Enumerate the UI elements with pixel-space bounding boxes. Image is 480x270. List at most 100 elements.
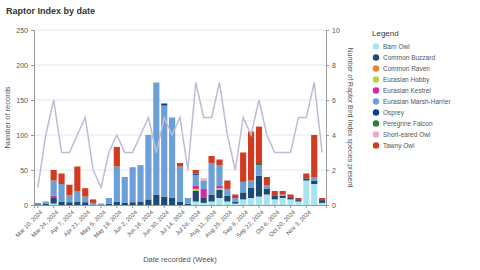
- bar: [256, 127, 262, 163]
- x-tick-mark: [290, 205, 291, 208]
- bar: [311, 181, 317, 185]
- bar: [224, 181, 230, 189]
- bar: [185, 198, 191, 199]
- legend-swatch: [373, 120, 379, 126]
- bar: [264, 185, 270, 189]
- bar: [98, 205, 104, 206]
- bar: [272, 196, 278, 200]
- y2-tick-mark: [326, 135, 329, 136]
- bar: [248, 181, 254, 188]
- legend-item: Eurasian Hobby: [373, 76, 430, 84]
- y2-tick-mark: [326, 100, 329, 101]
- y-tick: 50: [20, 167, 34, 174]
- x-axis-title: Date recorded (Week): [143, 255, 217, 264]
- bar: [201, 178, 207, 180]
- bar: [280, 196, 286, 198]
- bar: [130, 167, 136, 168]
- y2-axis-line: [327, 31, 330, 206]
- legend-label: Eurasian Hobby: [383, 76, 430, 84]
- bar: [216, 188, 222, 189]
- bar: [137, 165, 143, 166]
- bar: [248, 188, 254, 199]
- bar: [106, 198, 112, 204]
- bar: [82, 202, 88, 205]
- bar: [35, 204, 41, 205]
- bar: [161, 104, 167, 106]
- bar-series: [201, 178, 207, 180]
- y-tick-label: 250: [16, 27, 28, 34]
- bar: [43, 201, 49, 202]
- species-line: [38, 83, 322, 188]
- bar-series: [51, 181, 326, 206]
- bar: [130, 167, 136, 168]
- bar: [193, 189, 199, 191]
- bar: [43, 201, 49, 202]
- bar: [122, 177, 128, 178]
- legend-swatch: [373, 142, 379, 148]
- x-tick: Mar 24, 2024: [30, 205, 60, 238]
- bar: [137, 165, 143, 166]
- bar: [35, 202, 41, 203]
- bar: [35, 203, 41, 204]
- y2-tick: 8: [326, 62, 336, 69]
- y-tick-label: 200: [16, 62, 28, 69]
- bar: [137, 165, 143, 166]
- bar: [280, 198, 286, 205]
- bar: [232, 204, 238, 205]
- bar: [43, 202, 49, 204]
- bar: [106, 198, 112, 199]
- y2-tick-mark: [326, 30, 329, 31]
- x-tick-mark: [274, 205, 275, 208]
- bar: [272, 191, 278, 196]
- bar: [193, 185, 199, 189]
- bar: [106, 205, 112, 206]
- bar: [303, 174, 309, 179]
- bar: [98, 203, 104, 204]
- bar: [280, 195, 286, 196]
- bar: [153, 82, 159, 83]
- legend: LegendBarn OwlCommon BuzzardCommon Raven…: [372, 29, 451, 150]
- bar: [153, 82, 159, 83]
- legend-label: Osprey: [383, 109, 405, 117]
- legend-label: Eurasian Kestrel: [383, 87, 431, 94]
- bar: [216, 198, 222, 205]
- bar: [98, 203, 104, 204]
- bar: [319, 198, 325, 200]
- bar: [169, 117, 175, 118]
- x-tick-mark: [101, 205, 102, 208]
- bar: [209, 163, 215, 195]
- bar: [114, 147, 120, 167]
- bar: [216, 190, 222, 198]
- x-axis-line: [35, 206, 327, 209]
- bar: [90, 199, 96, 203]
- bar: [216, 165, 222, 186]
- bar: [66, 195, 72, 202]
- bar: [145, 135, 151, 136]
- x-tick-mark: [53, 205, 54, 208]
- bar: [209, 195, 215, 202]
- y2-tick: 0: [326, 202, 336, 209]
- bar: [145, 135, 151, 199]
- bar: [114, 202, 120, 206]
- x-tick: Aug 25, 2024: [204, 205, 234, 239]
- bar: [106, 198, 112, 199]
- bar: [43, 201, 49, 202]
- y2-axis-title: Number of Raptor Bird Index species pres…: [346, 47, 354, 187]
- bar: [145, 199, 151, 205]
- y2-tick-label: 0: [332, 202, 336, 209]
- bar: [43, 201, 49, 202]
- bar: [74, 191, 80, 202]
- bar: [201, 181, 207, 189]
- y2-tick-mark: [326, 65, 329, 66]
- bar: [232, 195, 238, 199]
- legend-swatch: [373, 43, 379, 49]
- y-tick: 150: [16, 97, 34, 104]
- bar: [287, 198, 293, 199]
- bar: [264, 189, 270, 195]
- chart-title: Raptor Index by date: [6, 6, 95, 16]
- bar: [169, 198, 175, 205]
- bar: [185, 198, 191, 199]
- bar: [295, 198, 301, 200]
- legend-swatch: [373, 65, 379, 71]
- bar: [209, 156, 215, 163]
